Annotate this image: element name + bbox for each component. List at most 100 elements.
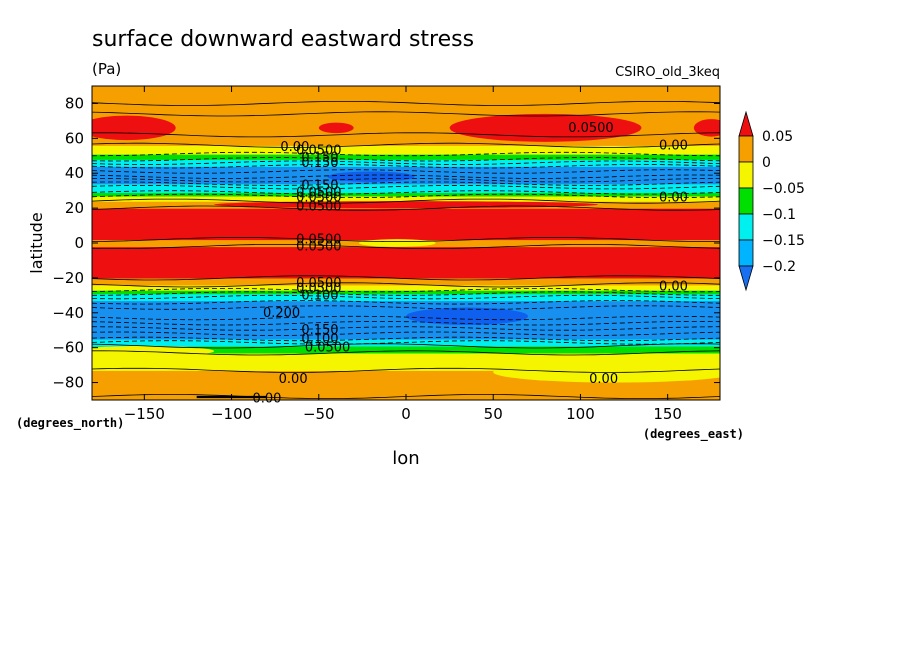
- contour-band: [92, 246, 720, 279]
- colorbar-bin: [738, 161, 754, 189]
- contour-line-dashed: [92, 294, 720, 300]
- contour-band: [92, 277, 720, 286]
- contour-line-dashed: [92, 181, 720, 186]
- contour-value-label: 0.0500: [568, 121, 614, 136]
- contour-fill-area: [92, 86, 720, 400]
- colorbar-bin: [738, 213, 754, 241]
- colorbar-tick-label: −0.05: [762, 181, 805, 197]
- contour-band: [92, 183, 720, 194]
- contour-value-label: 0.00: [659, 138, 688, 153]
- contour-line-dashed: [92, 151, 720, 157]
- x-tick-label: 50: [484, 405, 503, 423]
- contour-line: [92, 244, 720, 249]
- contour-band: [92, 345, 720, 354]
- x-tick-label: −150: [124, 405, 165, 423]
- contour-feature: [358, 239, 436, 247]
- colorbar-tick-label: 0.05: [762, 129, 793, 145]
- contour-line-dashed: [92, 157, 720, 162]
- contour-line-dashed: [92, 190, 720, 195]
- x-tick-label: −50: [303, 405, 335, 423]
- contour-value-label: 0.0500: [296, 239, 342, 254]
- contour-value-label: 0.0500: [296, 281, 342, 296]
- contour-line-dashed: [92, 321, 720, 326]
- y-tick-label: 20: [65, 199, 84, 217]
- contour-band: [92, 293, 720, 302]
- contour-value-label: 0.0500: [305, 341, 351, 356]
- contour-value-label: 0.0500: [296, 233, 342, 248]
- contour-band: [92, 284, 720, 291]
- contour-value-label: 0.0500: [296, 199, 342, 214]
- colorbar-tick-label: −0.1: [762, 207, 796, 223]
- contour-line-dashed: [92, 288, 720, 293]
- contour-band: [92, 145, 720, 155]
- colorbar: 0.05 0 −0.05 −0.1 −0.15 −0.2: [738, 110, 805, 292]
- contour-labels: 0.000.05000.1500.1500.1500.05000.05000.0…: [252, 121, 687, 406]
- contour-feature: [92, 115, 176, 141]
- contour-value-label: 0.0500: [296, 144, 342, 159]
- contour-line: [92, 111, 720, 117]
- contour-value-label: 0.150: [301, 178, 338, 193]
- contour-line: [92, 237, 720, 242]
- contour-line: [92, 367, 720, 373]
- y-tick-label: −20: [52, 269, 84, 287]
- contour-line: [92, 205, 720, 211]
- contour-band: [92, 208, 720, 241]
- colorbar-bin: [738, 110, 754, 137]
- contour-value-label: 0.00: [589, 372, 618, 387]
- contour-line-dashed: [92, 340, 720, 345]
- contour-line-dashed: [92, 174, 720, 179]
- contour-line: [92, 198, 720, 204]
- contour-lines: [92, 101, 720, 399]
- contour-value-label: 0.150: [301, 323, 338, 338]
- colorbar-bin: [738, 265, 754, 292]
- x-tick-label: 150: [653, 405, 682, 423]
- contour-line-dashed: [92, 178, 720, 183]
- colorbar-tick-label: −0.2: [762, 259, 796, 275]
- colorbar-tick-label: 0: [762, 155, 771, 171]
- contour-value-label: 0.0500: [296, 191, 342, 206]
- contour-band: [92, 159, 720, 167]
- contour-value-label: 0.100: [301, 288, 338, 303]
- contour-line: [92, 101, 720, 106]
- contour-value-label: 0.00: [659, 280, 688, 295]
- y-tick-label: −60: [52, 339, 84, 357]
- contour-line-dashed: [92, 184, 720, 190]
- contour-feature: [327, 171, 415, 182]
- contour-value-label: 0.0500: [296, 276, 342, 291]
- colorbar-bin: [738, 239, 754, 267]
- contour-line-dashed: [92, 331, 720, 336]
- contour-feature: [406, 307, 529, 325]
- contour-value-label: 0.00: [659, 191, 688, 206]
- units-label: (Pa): [92, 60, 121, 78]
- contour-value-label: 0.00: [280, 140, 309, 155]
- x-axis: −150 −100 −50 0 50 100 150: [124, 86, 682, 423]
- y-tick-label: 80: [65, 94, 84, 112]
- colorbar-bin: [738, 135, 754, 163]
- x-axis-label: lon: [392, 448, 419, 469]
- contour-line: [92, 132, 720, 138]
- contour-line-dashed: [92, 336, 720, 342]
- contour-line: [92, 282, 720, 288]
- colorbar-bin: [738, 187, 754, 215]
- y-tick-label: 0: [74, 234, 84, 252]
- y-units-label: (degrees_north): [16, 416, 124, 431]
- contour-line-dashed: [92, 291, 720, 296]
- contour-line-dashed: [92, 326, 720, 331]
- contour-value-label: 0.0500: [296, 185, 342, 200]
- contour-value-label: 0.00: [252, 391, 281, 406]
- x-units-label: (degrees_east): [643, 427, 744, 442]
- contour-line: [92, 142, 720, 148]
- contour-line-dashed: [92, 193, 720, 198]
- contour-band: [92, 86, 720, 146]
- contour-feature: [92, 345, 215, 357]
- contour-value-label: 0.100: [301, 332, 338, 347]
- contour-line: [92, 343, 720, 349]
- contour-band: [92, 154, 720, 160]
- contour-line-dashed: [92, 305, 720, 310]
- y-tick-label: −40: [52, 304, 84, 322]
- y-tick-label: −80: [52, 374, 84, 392]
- contour-band: [92, 195, 720, 202]
- chart-title: surface downward eastward stress: [92, 27, 474, 52]
- contour-feature: [318, 122, 354, 134]
